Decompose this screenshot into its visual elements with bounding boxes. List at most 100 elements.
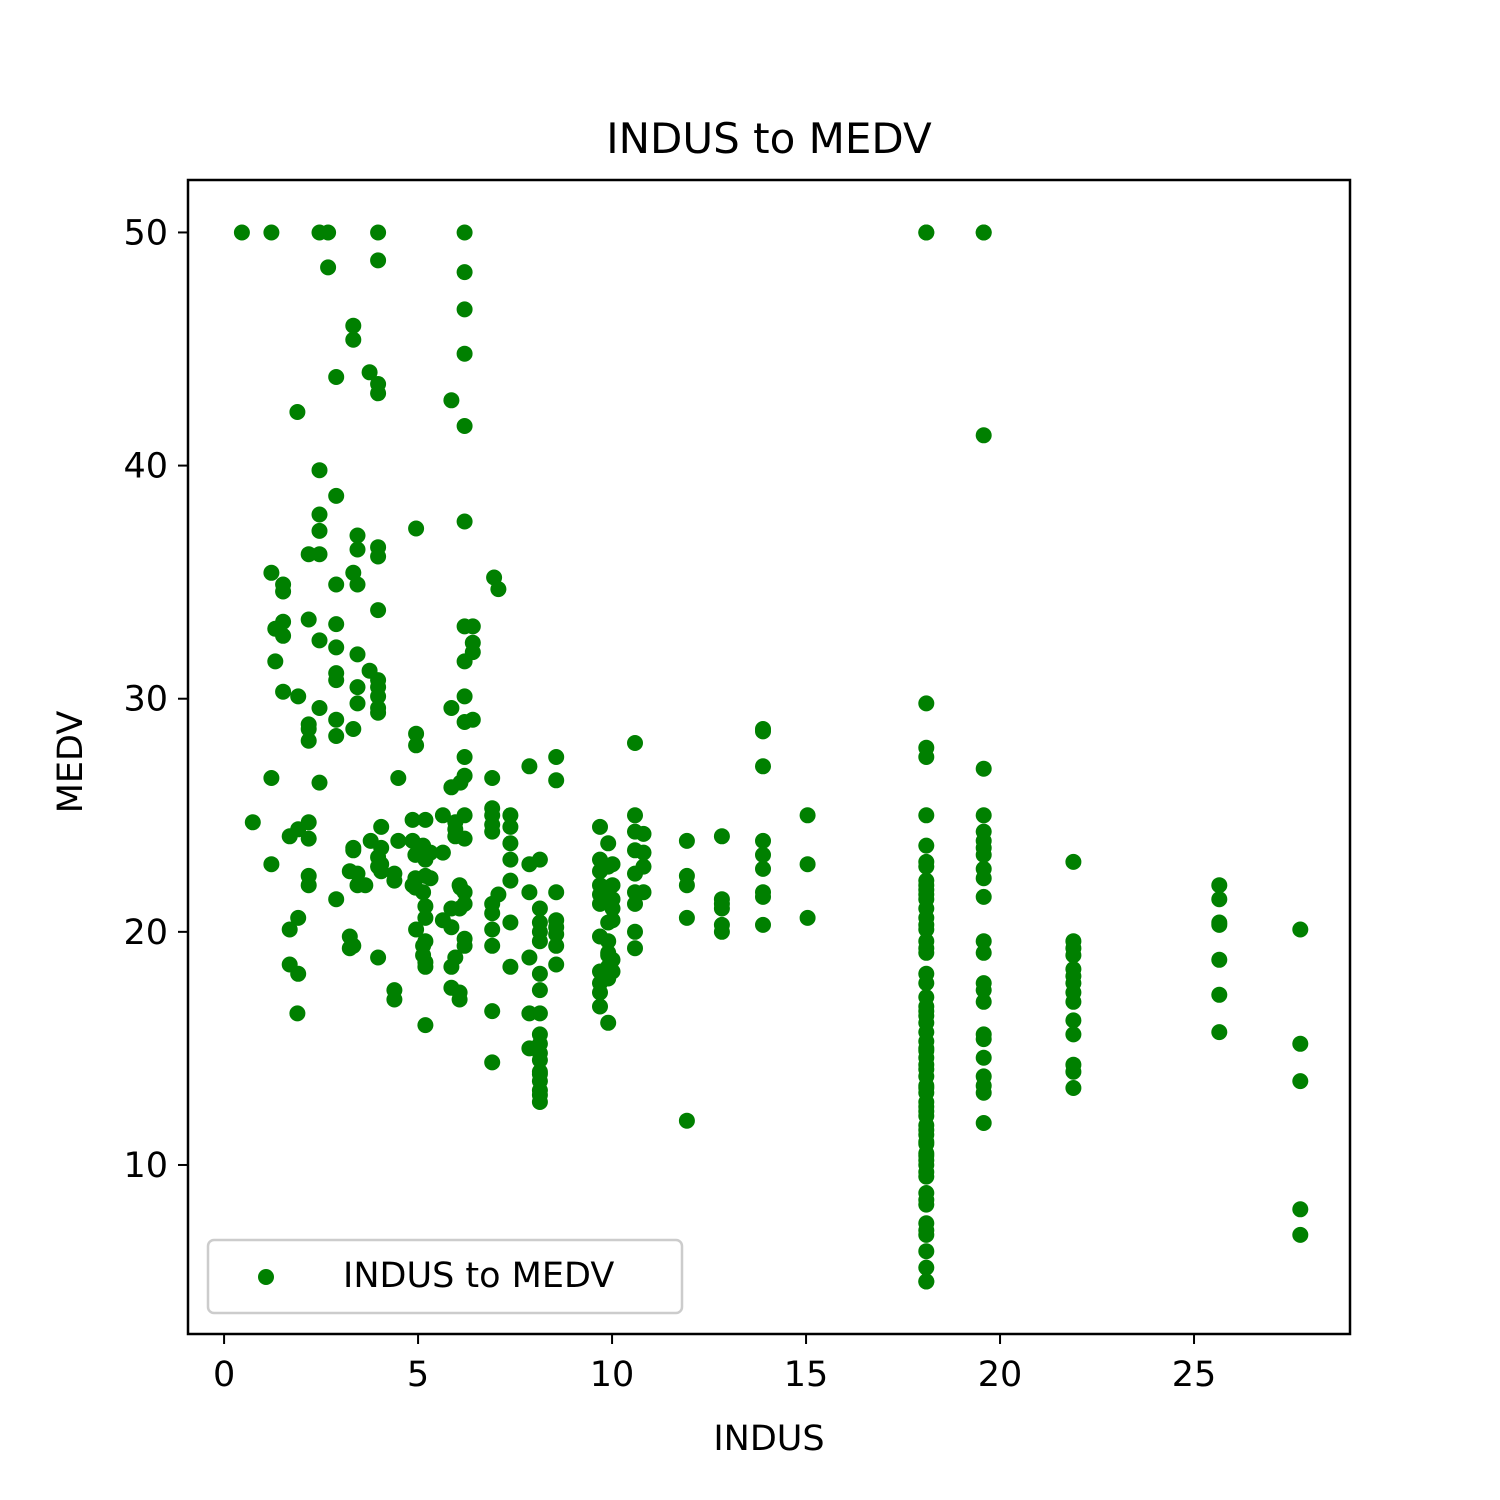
data-point <box>1211 951 1228 968</box>
y-axis-label: MEDV <box>51 711 91 814</box>
data-point <box>548 926 565 943</box>
x-axis-label: INDUS <box>713 1419 824 1459</box>
data-point <box>311 700 328 716</box>
data-point <box>799 807 816 824</box>
data-point <box>443 779 460 796</box>
data-point <box>290 688 307 705</box>
data-point <box>456 688 473 705</box>
data-point <box>263 770 280 786</box>
data-point <box>713 900 730 917</box>
data-point <box>386 991 403 1008</box>
data-point <box>600 835 617 852</box>
data-point <box>502 807 519 824</box>
data-point <box>975 760 992 777</box>
data-point <box>975 944 992 961</box>
data-point <box>918 944 935 961</box>
data-point <box>1065 1012 1082 1029</box>
legend-entry: INDUS to MEDV <box>343 1256 614 1296</box>
data-point <box>592 998 608 1015</box>
data-point <box>357 877 374 894</box>
data-point <box>328 711 345 728</box>
x-tick-label: 20 <box>978 1355 1023 1395</box>
data-point <box>975 933 992 950</box>
data-point <box>386 872 403 889</box>
data-point <box>531 965 548 982</box>
x-tick-label: 25 <box>1172 1355 1217 1395</box>
data-point <box>456 264 473 281</box>
data-point <box>408 520 425 537</box>
data-point <box>918 1196 935 1213</box>
data-point <box>1292 1073 1309 1090</box>
data-point <box>600 914 617 931</box>
data-point <box>443 900 460 917</box>
data-point <box>370 688 387 705</box>
legend-box <box>206 1238 684 1315</box>
data-point <box>502 851 519 868</box>
data-point <box>548 956 565 973</box>
data-point <box>755 888 771 905</box>
data-point <box>300 877 317 894</box>
data-point <box>464 618 481 635</box>
data-point <box>328 728 345 744</box>
data-point <box>345 721 362 737</box>
data-point <box>434 807 451 824</box>
y-tick-label: 20 <box>123 913 168 953</box>
data-point <box>345 317 362 334</box>
data-point <box>627 807 643 824</box>
data-point <box>592 863 608 880</box>
data-point <box>456 345 473 362</box>
data-point <box>456 224 473 241</box>
data-point <box>548 884 565 901</box>
data-point <box>1211 986 1228 1003</box>
data-point <box>456 301 473 318</box>
data-point <box>1065 853 1082 870</box>
data-point <box>263 856 280 873</box>
data-point <box>244 814 261 831</box>
data-point <box>349 541 366 558</box>
data-point <box>290 909 307 926</box>
data-point <box>349 646 366 663</box>
data-point <box>484 905 501 922</box>
data-point <box>456 749 473 765</box>
data-point <box>531 900 548 917</box>
data-point <box>627 895 643 912</box>
x-axis: 0 5 10 15 20 25 <box>213 1334 1216 1395</box>
data-point <box>349 695 366 712</box>
y-axis: 10 20 30 40 50 <box>123 213 188 1186</box>
data-point <box>1211 1024 1228 1041</box>
data-point <box>328 616 345 633</box>
data-point <box>975 1049 992 1066</box>
data-point <box>311 522 328 539</box>
data-point <box>548 937 565 954</box>
data-point <box>627 884 643 901</box>
data-point <box>289 1005 306 1022</box>
data-point <box>918 807 935 824</box>
data-point <box>484 1054 501 1071</box>
data-point <box>975 846 992 863</box>
data-point <box>678 877 695 894</box>
data-point <box>404 811 421 828</box>
data-point <box>502 958 519 975</box>
data-point <box>918 224 935 241</box>
data-point <box>592 895 608 912</box>
data-point <box>1065 947 1082 964</box>
data-point <box>755 723 771 740</box>
y-tick-label: 40 <box>123 447 168 487</box>
data-point <box>345 842 362 859</box>
data-point <box>281 921 298 938</box>
data-point <box>373 863 390 880</box>
data-point <box>484 937 501 954</box>
data-point <box>300 732 317 749</box>
data-point <box>300 611 317 628</box>
data-point <box>464 711 481 728</box>
data-point <box>390 770 407 786</box>
data-point <box>918 1243 935 1260</box>
y-tick-label: 10 <box>123 1146 168 1186</box>
data-point <box>275 627 292 644</box>
data-point <box>370 385 387 402</box>
plot-frame <box>186 178 1352 1336</box>
data-point <box>502 872 519 889</box>
data-point <box>918 1168 935 1185</box>
data-point <box>328 672 345 689</box>
data-point <box>918 858 935 875</box>
